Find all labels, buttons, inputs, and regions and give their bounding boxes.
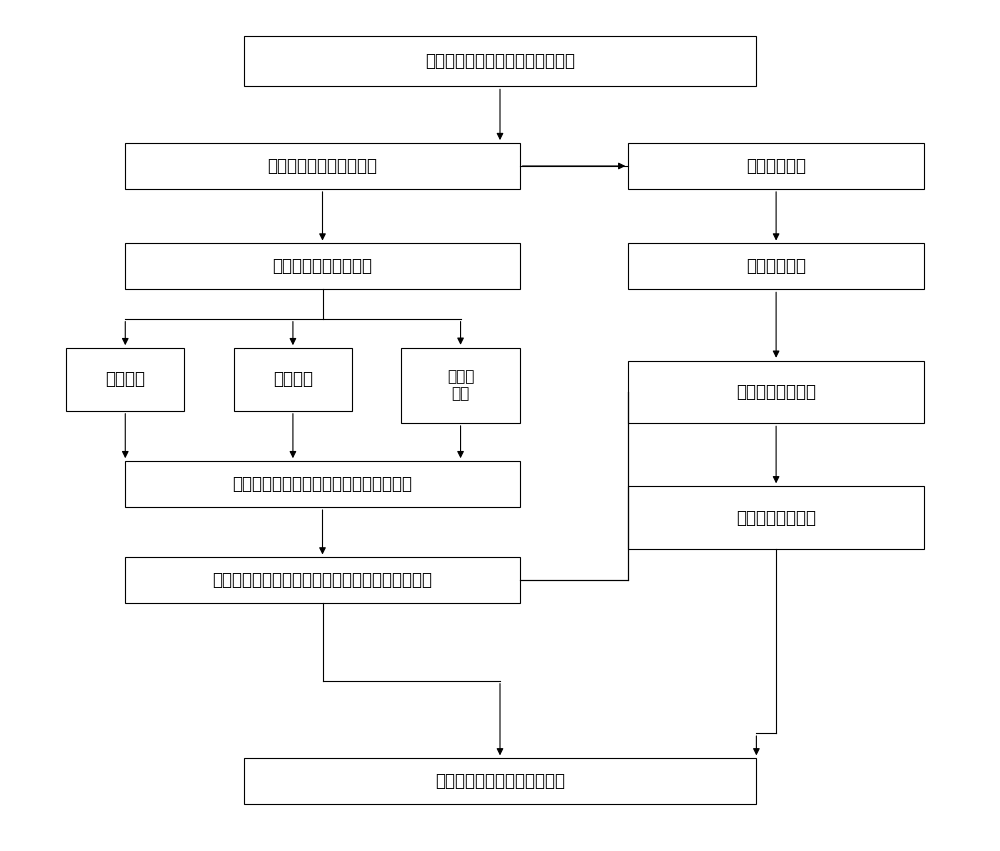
Text: 形成各序网节点导纳矩阵与节点阻抗矩阵: 形成各序网节点导纳矩阵与节点阻抗矩阵: [232, 475, 413, 493]
Bar: [628, 361, 924, 424]
Bar: [125, 461, 520, 507]
Text: 多条母线: 多条母线: [273, 370, 313, 388]
Text: 支路阻抗计算、数据处理: 支路阻抗计算、数据处理: [268, 157, 378, 175]
Text: 输出打印相应格式报表和图片: 输出打印相应格式报表和图片: [435, 772, 565, 791]
Bar: [628, 486, 924, 549]
Bar: [66, 348, 184, 411]
Bar: [125, 557, 520, 603]
Bar: [628, 143, 924, 189]
Text: 调用计算程序计算短路电流并显示，且存储数据库: 调用计算程序计算短路电流并显示，且存储数据库: [212, 571, 432, 590]
Text: 选择整定线路: 选择整定线路: [746, 157, 806, 175]
Bar: [628, 243, 924, 289]
Text: 建立电网拓扑结构参数，保护配置: 建立电网拓扑结构参数，保护配置: [425, 53, 575, 71]
Bar: [125, 143, 520, 189]
Text: 元件定值计算文档: 元件定值计算文档: [736, 509, 816, 527]
Bar: [234, 348, 352, 411]
Text: 线路某
一点: 线路某 一点: [447, 369, 474, 402]
Text: 单条母线: 单条母线: [105, 370, 145, 388]
Text: 确定短路类型与短路点: 确定短路类型与短路点: [272, 258, 372, 276]
Bar: [125, 243, 520, 289]
Bar: [244, 37, 756, 87]
Text: 调用整定计算程序: 调用整定计算程序: [736, 383, 816, 401]
Text: 选择保护类型: 选择保护类型: [746, 258, 806, 276]
Bar: [401, 348, 520, 423]
Bar: [244, 758, 756, 804]
